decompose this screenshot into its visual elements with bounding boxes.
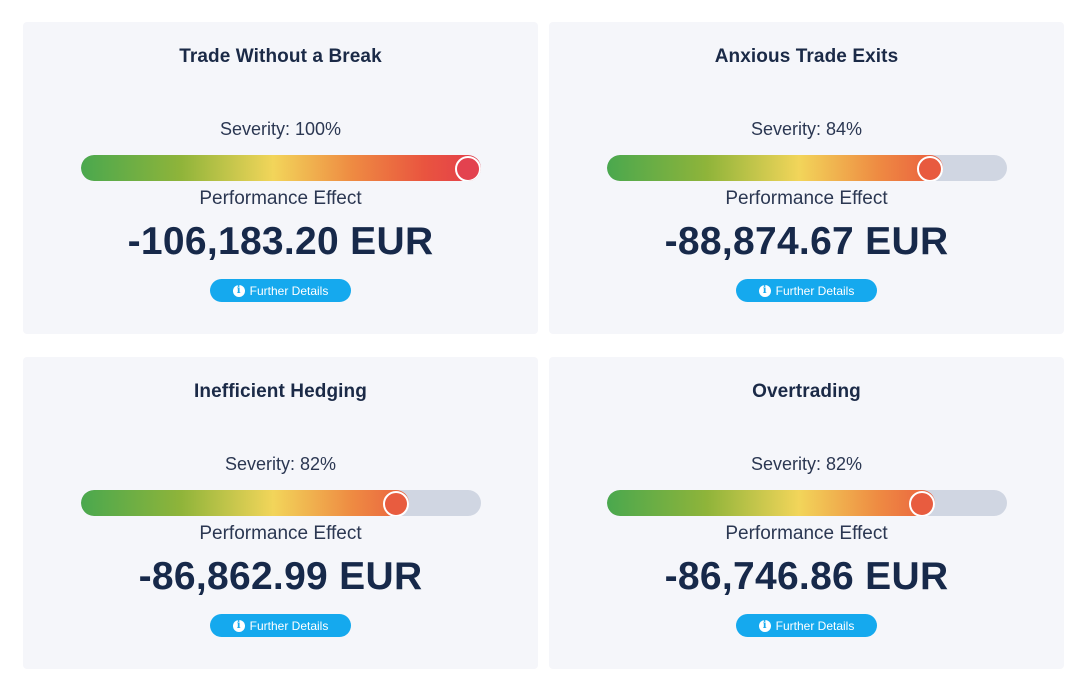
further-details-label: Further Details <box>249 618 329 633</box>
performance-effect-value: -106,183.20 EUR <box>127 220 434 263</box>
info-icon: i <box>758 284 771 297</box>
severity-bar-knob <box>917 156 943 181</box>
further-details-button[interactable]: i Further Details <box>736 279 877 302</box>
card-title: Trade Without a Break <box>179 46 382 67</box>
behavior-card: Trade Without a Break Severity: 100% Per… <box>23 22 538 334</box>
severity-label: Severity: 82% <box>750 454 863 474</box>
severity-bar-fill <box>81 155 481 181</box>
further-details-label: Further Details <box>775 618 855 633</box>
performance-effect-value: -88,874.67 EUR <box>664 220 949 263</box>
further-details-button[interactable]: i Further Details <box>210 279 351 302</box>
severity-bar-knob <box>455 156 481 181</box>
severity-bar-knob <box>383 491 409 516</box>
severity-bar-fill <box>607 155 943 181</box>
severity-label: Severity: 84% <box>750 119 863 139</box>
info-icon: i <box>232 619 245 632</box>
card-title: Inefficient Hedging <box>194 381 367 402</box>
severity-bar <box>607 490 1007 516</box>
severity-bar <box>81 490 481 516</box>
info-icon: i <box>758 619 771 632</box>
performance-effect-value: -86,862.99 EUR <box>138 555 423 598</box>
severity-label: Severity: 82% <box>224 454 337 474</box>
further-details-button[interactable]: i Further Details <box>210 614 351 637</box>
severity-label: Severity: 100% <box>219 119 342 139</box>
performance-effect-label: Performance Effect <box>199 523 362 544</box>
severity-bar <box>607 155 1007 181</box>
performance-effect-label: Performance Effect <box>725 188 888 209</box>
severity-bar <box>81 155 481 181</box>
further-details-label: Further Details <box>249 283 329 298</box>
card-title: Anxious Trade Exits <box>714 46 899 67</box>
severity-bar-fill <box>81 490 409 516</box>
severity-bar-fill <box>607 490 935 516</box>
performance-effect-label: Performance Effect <box>199 188 362 209</box>
behavior-card: Inefficient Hedging Severity: 82% Perfor… <box>23 357 538 669</box>
card-title: Overtrading <box>752 381 861 402</box>
further-details-button[interactable]: i Further Details <box>736 614 877 637</box>
behavior-card: Overtrading Severity: 82% Performance Ef… <box>549 357 1064 669</box>
further-details-label: Further Details <box>775 283 855 298</box>
performance-effect-label: Performance Effect <box>725 523 888 544</box>
behavior-card: Anxious Trade Exits Severity: 84% Perfor… <box>549 22 1064 334</box>
performance-effect-value: -86,746.86 EUR <box>664 555 949 598</box>
info-icon: i <box>232 284 245 297</box>
severity-bar-knob <box>909 491 935 516</box>
